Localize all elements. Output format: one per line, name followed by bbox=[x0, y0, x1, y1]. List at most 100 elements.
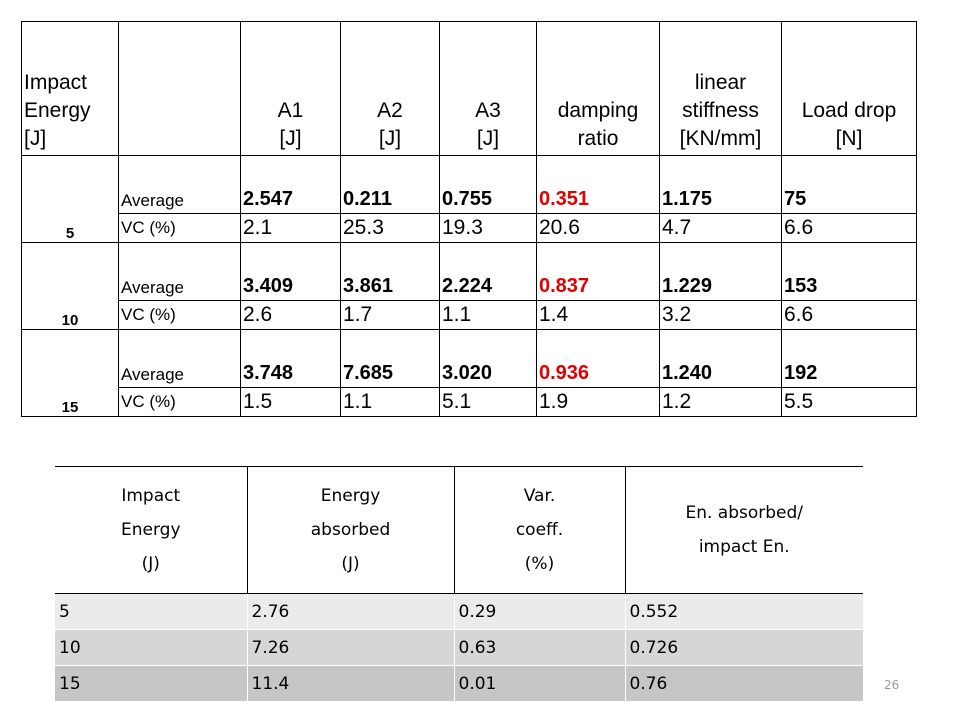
header-line: damping bbox=[557, 99, 639, 122]
energy-absorbed-cell: 2.76 bbox=[247, 593, 455, 630]
a1-vc: 1.5 bbox=[240, 387, 341, 417]
a3-average: 0.755 bbox=[439, 155, 537, 214]
a1-vc: 2.1 bbox=[240, 213, 341, 243]
header-var-coeff: Var. coeff. (%) bbox=[454, 466, 626, 594]
header-linear-stiffness: linear stiffness [KN/mm] bbox=[659, 21, 782, 156]
average-row: 15 Average 3.748 7.685 3.020 0.936 1.240… bbox=[21, 329, 917, 417]
vc-row: VC (%) 2.6 1.7 1.1 1.4 3.2 6.6 bbox=[22, 300, 917, 330]
a1-average: 3.409 bbox=[240, 242, 341, 301]
stiffness-average: 1.175 bbox=[659, 155, 782, 214]
header-impact-energy: Impact Energy [J] bbox=[21, 21, 119, 156]
stat-label: VC (%) bbox=[118, 300, 241, 330]
a2-vc: 1.7 bbox=[340, 300, 440, 330]
energy-absorbed-cell: 7.26 bbox=[247, 629, 455, 666]
header-line: [J] bbox=[378, 127, 402, 150]
table-row: 15 11.4 0.01 0.76 bbox=[55, 665, 864, 701]
ratio-cell: 0.552 bbox=[625, 593, 864, 630]
stiffness-average: 1.229 bbox=[659, 242, 782, 301]
impact-energy-cell: 5 bbox=[55, 593, 248, 630]
header-damping-ratio: damping ratio bbox=[536, 21, 660, 156]
a1-vc: 2.6 bbox=[240, 300, 341, 330]
load-drop-average: 75 bbox=[781, 155, 917, 214]
header-line: [J] bbox=[24, 127, 47, 150]
impact-results-table: Impact Energy [J] A1 [J] A2 [J] A3 [J] d… bbox=[21, 21, 917, 417]
vc-row: VC (%) 1.5 1.1 5.1 1.9 1.2 5.5 bbox=[22, 387, 917, 417]
header-line: (%) bbox=[524, 554, 555, 574]
impact-energy-cell: 5 bbox=[21, 155, 119, 243]
impact-energy-cell: 10 bbox=[21, 242, 119, 330]
a3-average: 2.224 bbox=[439, 242, 537, 301]
damping-ratio-average: 0.351 bbox=[536, 155, 660, 214]
impact-energy-cell: 15 bbox=[21, 329, 119, 417]
stiffness-vc: 1.2 bbox=[659, 387, 782, 417]
stat-label: VC (%) bbox=[118, 387, 241, 417]
header-load-drop: Load drop [N] bbox=[781, 21, 917, 156]
stiffness-average: 1.240 bbox=[659, 329, 782, 388]
stiffness-vc: 3.2 bbox=[659, 300, 782, 330]
header-line: Energy bbox=[120, 520, 181, 540]
damping-ratio-vc: 1.4 bbox=[536, 300, 660, 330]
var-coeff-cell: 0.29 bbox=[454, 593, 626, 630]
header-row: Impact Energy [J] A1 [J] A2 [J] A3 [J] d… bbox=[21, 21, 917, 156]
damping-ratio-vc: 1.9 bbox=[536, 387, 660, 417]
stat-label: Average bbox=[118, 242, 241, 301]
ratio-cell: 0.726 bbox=[625, 629, 864, 666]
header-line: Load drop bbox=[801, 99, 897, 122]
a2-vc: 25.3 bbox=[340, 213, 440, 243]
header-line: A2 bbox=[377, 99, 403, 122]
header-impact-energy: Impact Energy (J) bbox=[55, 466, 248, 594]
header-line: En. absorbed/ bbox=[685, 503, 804, 523]
load-drop-vc: 6.6 bbox=[781, 213, 917, 243]
header-row: Impact Energy (J) Energy absorbed (J) Va… bbox=[55, 466, 863, 594]
a2-vc: 1.1 bbox=[340, 387, 440, 417]
energy-absorbed-table: Impact Energy (J) Energy absorbed (J) Va… bbox=[55, 466, 864, 701]
table-row: 5 2.76 0.29 0.552 bbox=[55, 593, 864, 630]
header-line: (J) bbox=[341, 554, 360, 574]
stiffness-vc: 4.7 bbox=[659, 213, 782, 243]
header-line: Energy bbox=[24, 99, 91, 122]
a2-average: 3.861 bbox=[340, 242, 440, 301]
header-line: (J) bbox=[141, 554, 160, 574]
damping-ratio-average: 0.936 bbox=[536, 329, 660, 388]
header-line: [J] bbox=[279, 127, 302, 150]
load-drop-vc: 6.6 bbox=[781, 300, 917, 330]
header-line: [N] bbox=[835, 127, 863, 150]
stat-label: VC (%) bbox=[118, 213, 241, 243]
header-line: coeff. bbox=[515, 520, 564, 540]
header-line: [KN/mm] bbox=[679, 127, 762, 150]
average-row: 10 Average 3.409 3.861 2.224 0.837 1.229… bbox=[21, 242, 917, 330]
header-line: absorbed bbox=[310, 520, 391, 540]
header-line: stiffness bbox=[682, 99, 759, 122]
load-drop-average: 153 bbox=[781, 242, 917, 301]
load-drop-vc: 5.5 bbox=[781, 387, 917, 417]
header-a1: A1 [J] bbox=[240, 21, 341, 156]
a2-average: 7.685 bbox=[340, 329, 440, 388]
header-line: impact En. bbox=[698, 537, 790, 557]
a3-vc: 19.3 bbox=[439, 213, 537, 243]
header-line: A3 bbox=[475, 99, 501, 122]
stat-label: Average bbox=[118, 329, 241, 388]
a1-average: 3.748 bbox=[240, 329, 341, 388]
header-line: Var. bbox=[523, 486, 556, 506]
header-line: [J] bbox=[476, 127, 500, 150]
header-line: A1 bbox=[277, 99, 304, 122]
header-energy-absorbed: Energy absorbed (J) bbox=[247, 466, 455, 594]
header-line: Impact bbox=[121, 486, 181, 506]
header-a2: A2 [J] bbox=[340, 21, 440, 156]
page-number: 26 bbox=[884, 678, 900, 692]
load-drop-average: 192 bbox=[781, 329, 917, 388]
header-line: Energy bbox=[320, 486, 381, 506]
damping-ratio-vc: 20.6 bbox=[536, 213, 660, 243]
var-coeff-cell: 0.01 bbox=[454, 665, 626, 701]
vc-row: VC (%) 2.1 25.3 19.3 20.6 4.7 6.6 bbox=[22, 213, 917, 243]
stat-label: Average bbox=[118, 155, 241, 214]
header-line: Impact bbox=[24, 71, 88, 94]
header-line: linear bbox=[694, 71, 747, 94]
damping-ratio-average: 0.837 bbox=[536, 242, 660, 301]
impact-energy-cell: 15 bbox=[55, 665, 248, 701]
average-row: 5 Average 2.547 0.211 0.755 0.351 1.175 … bbox=[21, 155, 917, 243]
energy-absorbed-cell: 11.4 bbox=[247, 665, 455, 701]
header-a3: A3 [J] bbox=[439, 21, 537, 156]
header-blank bbox=[118, 21, 241, 156]
a2-average: 0.211 bbox=[340, 155, 440, 214]
